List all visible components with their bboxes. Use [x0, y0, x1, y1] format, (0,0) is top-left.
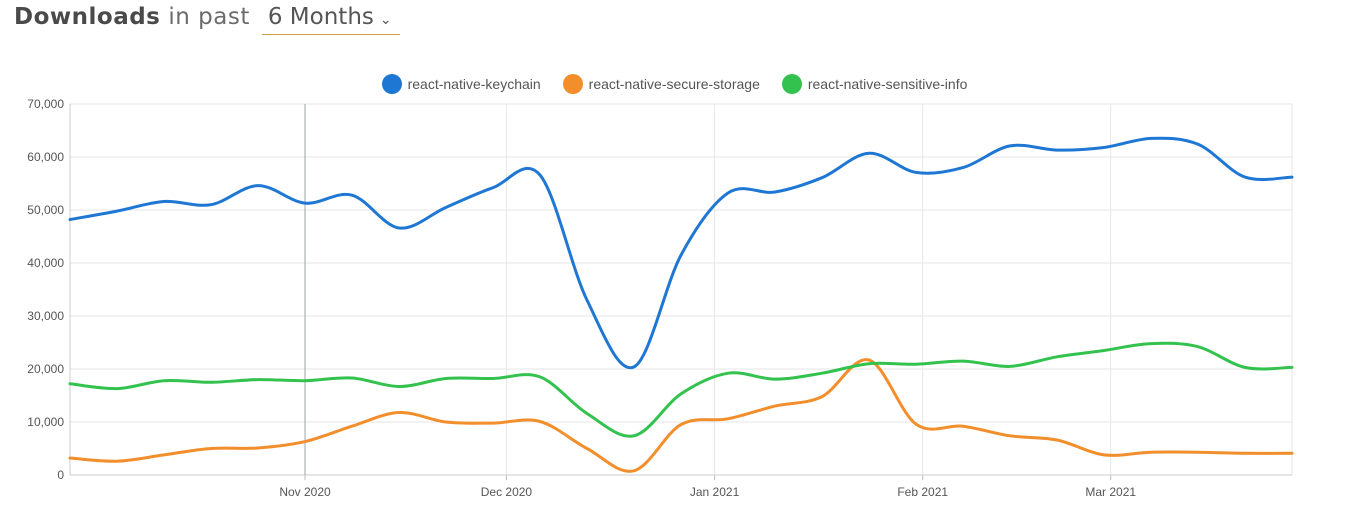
series-line-react-native-keychain [68, 136, 1294, 370]
page-subtitle: in past [168, 4, 250, 30]
legend-item-secure-storage[interactable]: react-native-secure-storage [562, 74, 760, 94]
legend-item-keychain[interactable]: react-native-keychain [381, 74, 541, 94]
x-tick-label: Dec 2020 [481, 485, 533, 499]
page-title: Downloads [14, 4, 161, 30]
legend-dot-keychain [381, 74, 402, 94]
x-tick-label: Mar 2021 [1085, 485, 1136, 499]
x-tick-label: Nov 2020 [279, 485, 331, 499]
period-dropdown[interactable]: 6 Months ⌄ [261, 4, 400, 35]
legend-label: react-native-sensitive-info [807, 76, 968, 92]
legend-dot-secure-storage [562, 74, 583, 94]
y-tick-label: 70,000 [27, 97, 64, 111]
y-tick-label: 0 [57, 468, 64, 482]
downloads-header: Downloads in past 6 Months ⌄ [14, 4, 400, 38]
x-tick-label: Feb 2021 [897, 485, 948, 499]
period-value: 6 Months [267, 4, 374, 30]
chart-legend: react-native-keychain react-native-secur… [0, 74, 1349, 94]
y-tick-label: 50,000 [27, 203, 64, 217]
legend-dot-sensitive-info [781, 74, 802, 94]
y-tick-label: 30,000 [27, 309, 64, 323]
y-tick-label: 60,000 [27, 150, 64, 164]
y-tick-label: 10,000 [27, 415, 64, 429]
legend-item-sensitive-info[interactable]: react-native-sensitive-info [781, 74, 968, 94]
y-tick-label: 20,000 [27, 362, 64, 376]
chevron-down-icon: ⌄ [379, 12, 392, 28]
series-line-react-native-sensitive-info [68, 341, 1294, 438]
series-line-react-native-secure-storage [68, 358, 1294, 473]
y-tick-label: 40,000 [27, 256, 64, 270]
legend-label: react-native-secure-storage [588, 76, 760, 92]
x-tick-label: Jan 2021 [690, 485, 740, 499]
legend-label: react-native-keychain [407, 76, 541, 92]
